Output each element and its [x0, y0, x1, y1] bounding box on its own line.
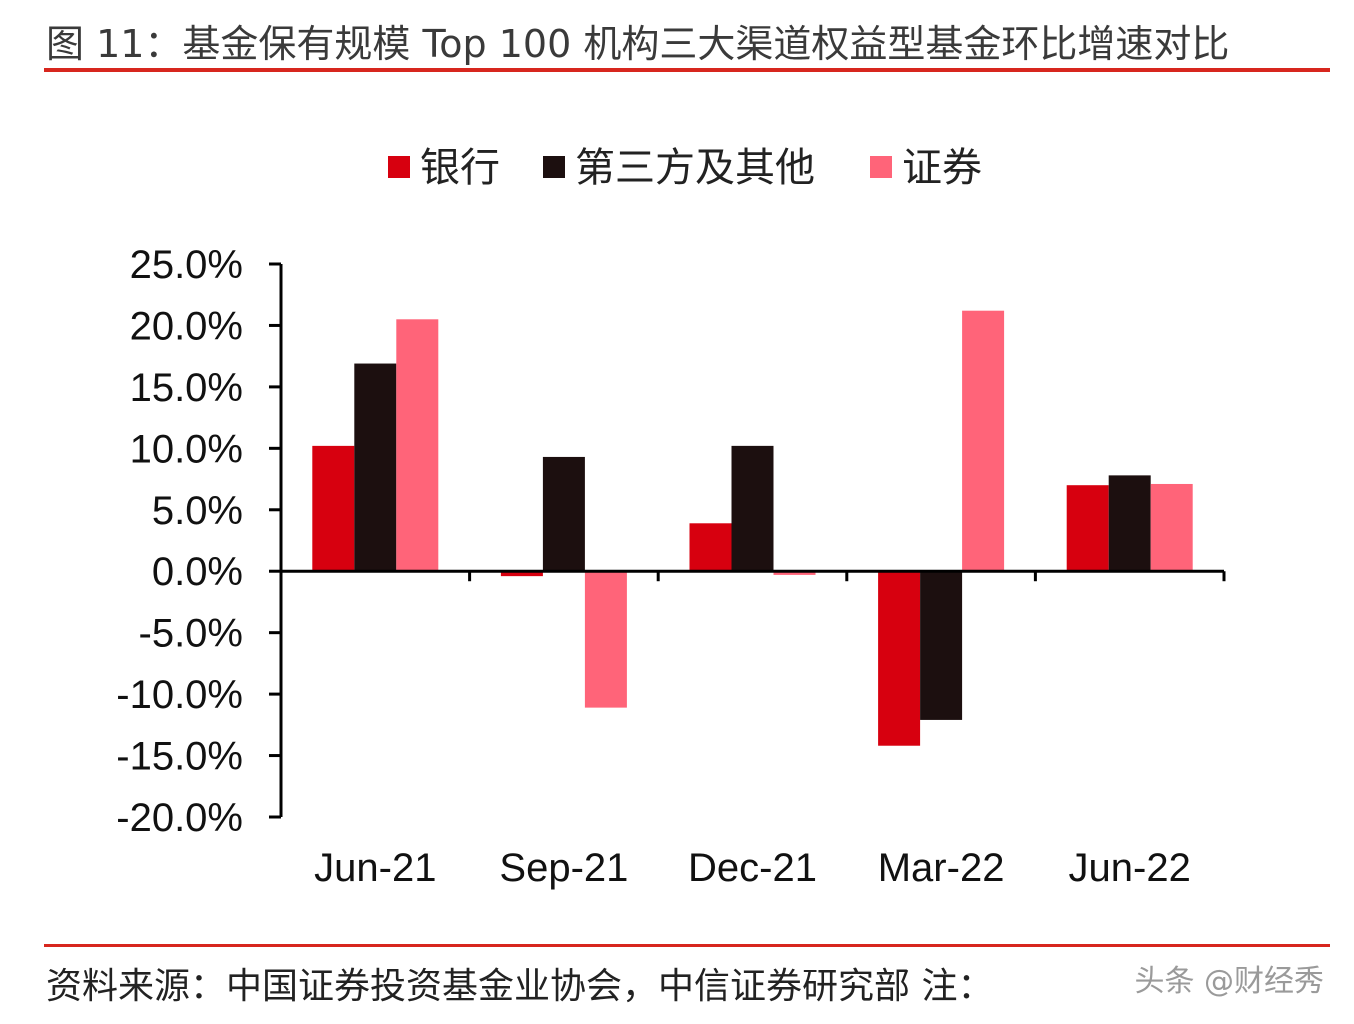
- legend-label: 银行: [420, 145, 500, 191]
- y-tick-label: 0.0%: [152, 550, 243, 594]
- figure-title: 图 11：基金保有规模 Top 100 机构三大渠道权益型基金环比增速对比: [46, 22, 1230, 66]
- y-tick-label: 10.0%: [130, 427, 243, 471]
- x-axis: Jun-21 Sep-21 Dec-21 Mar-22 Jun-22: [281, 569, 1226, 890]
- bar-证券-Jun-22: [1150, 483, 1193, 572]
- x-tick-label: Dec-21: [688, 846, 817, 890]
- bar-第三方及其他-Mar-22: [920, 571, 963, 720]
- y-tick-label: -20.0%: [116, 796, 243, 840]
- x-tick-label: Jun-21: [314, 846, 436, 890]
- y-tick-label: 25.0%: [130, 243, 243, 287]
- y-tick-label: 15.0%: [130, 366, 243, 410]
- title-rule: [44, 68, 1330, 72]
- source-note: 资料来源：中国证券投资基金业协会，中信证券研究部 注：: [46, 966, 994, 1007]
- bars-layer: [312, 310, 1193, 746]
- y-tick-label: -15.0%: [116, 735, 243, 779]
- y-tick-label: 5.0%: [152, 489, 243, 533]
- bar-第三方及其他-Dec-21: [731, 445, 774, 572]
- y-tick-label: 20.0%: [130, 304, 243, 348]
- y-axis: 25.0% 20.0% 15.0% 10.0% 5.0% 0.0% -5.0% -10.0% -…: [116, 243, 283, 840]
- chart-legend: 银行 第三方及其他 证券: [388, 145, 982, 191]
- legend-swatch: [388, 156, 410, 178]
- bar-第三方及其他-Jun-21: [354, 363, 397, 572]
- y-tick-label: -5.0%: [139, 612, 244, 656]
- y-tick-label: -10.0%: [116, 673, 243, 717]
- legend-label: 第三方及其他: [575, 145, 815, 191]
- bar-银行-Jun-21: [312, 445, 355, 572]
- bar-第三方及其他-Jun-22: [1108, 475, 1151, 572]
- x-tick-label: Sep-21: [499, 846, 628, 890]
- bar-证券-Mar-22: [962, 310, 1005, 572]
- bar-证券-Dec-21: [773, 571, 816, 575]
- x-tick-label: Jun-22: [1069, 846, 1191, 890]
- bar-银行-Jun-22: [1066, 485, 1109, 572]
- legend-swatch: [543, 156, 565, 178]
- bar-银行-Sep-21: [500, 571, 543, 577]
- x-tick-label: Mar-22: [878, 846, 1005, 890]
- bar-第三方及其他-Sep-21: [542, 456, 585, 572]
- bar-证券-Jun-21: [396, 319, 439, 572]
- bar-银行-Mar-22: [878, 571, 921, 746]
- bar-证券-Sep-21: [584, 571, 627, 708]
- footer-rule: [44, 944, 1330, 947]
- watermark: 头条 @财经秀: [1134, 964, 1324, 999]
- bar-银行-Dec-21: [689, 523, 732, 572]
- legend-label: 证券: [902, 145, 982, 191]
- bar-chart: 银行 第三方及其他 证券 25.0% 20.0% 15.0% 10.0% 5.0% 0.0% -…: [116, 145, 1226, 890]
- legend-swatch: [870, 156, 892, 178]
